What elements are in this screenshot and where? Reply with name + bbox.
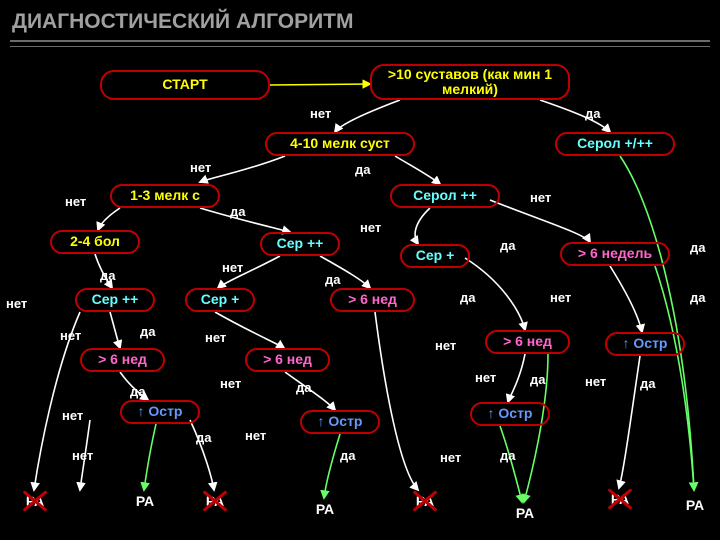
ra-rejected: РА (410, 490, 440, 512)
edge-label: нет (475, 370, 496, 385)
node-q410: 4-10 мелк суст (265, 132, 415, 156)
edge-label: нет (585, 374, 606, 389)
edge-label: да (196, 430, 211, 445)
node-q10: >10 суставов (как мин 1 мелкий) (370, 64, 570, 100)
divider (10, 46, 710, 47)
edge-label: нет (190, 160, 211, 175)
node-ostrR: ↑ Остр (605, 332, 685, 356)
edge-label: нет (6, 296, 27, 311)
edge-label: да (296, 380, 311, 395)
edge-label: да (500, 448, 515, 463)
edge-label: да (140, 324, 155, 339)
edge-label: нет (65, 194, 86, 209)
edge-label: да (500, 238, 515, 253)
node-q24: 2-4 бол (50, 230, 140, 254)
node-serB: Сер ++ (75, 288, 155, 312)
node-w6d: > 6 нед (80, 348, 165, 372)
edge-label: нет (72, 448, 93, 463)
node-serP2: Сер + (185, 288, 255, 312)
node-serolpp: Серол +/++ (555, 132, 675, 156)
edge-label: нет (62, 408, 83, 423)
edge-label: да (530, 372, 545, 387)
edge-label: нет (530, 190, 551, 205)
page-title: ДИАГНОСТИЧЕСКИЙ АЛГОРИТМ (0, 0, 720, 38)
node-serol2: Серол ++ (390, 184, 500, 208)
edge-label: да (690, 240, 705, 255)
edge-label: нет (220, 376, 241, 391)
edge-label: да (100, 268, 115, 283)
edge-label: нет (245, 428, 266, 443)
edge-label: да (340, 448, 355, 463)
node-ostrB: ↑ Остр (300, 410, 380, 434)
edge-label: да (460, 290, 475, 305)
edge-label: да (690, 290, 705, 305)
node-w6c: > 6 нед (485, 330, 570, 354)
edge-label: да (130, 384, 145, 399)
node-w6b: > 6 нед (330, 288, 415, 312)
ra-accepted: РА (310, 498, 340, 520)
node-serP1: Сер + (400, 244, 470, 268)
edge-label: да (640, 376, 655, 391)
node-w6e: > 6 нед (245, 348, 330, 372)
edge-label: да (355, 162, 370, 177)
node-w6a: > 6 недель (560, 242, 670, 266)
divider (10, 40, 710, 42)
ra-accepted: РА (680, 494, 710, 516)
node-q13: 1-3 мелк с (110, 184, 220, 208)
ra-rejected: РА (200, 490, 230, 512)
edge-label: да (325, 272, 340, 287)
ra-accepted: РА (510, 502, 540, 524)
node-ostrA: ↑ Остр (120, 400, 200, 424)
node-serA: Сер ++ (260, 232, 340, 256)
edge-label: нет (60, 328, 81, 343)
node-start: СТАРТ (100, 70, 270, 100)
edge-label: нет (222, 260, 243, 275)
ra-rejected: РА (20, 490, 50, 512)
edge-label: нет (310, 106, 331, 121)
edge-label: нет (440, 450, 461, 465)
edge-label: нет (550, 290, 571, 305)
edge-label: нет (435, 338, 456, 353)
edge-label: нет (205, 330, 226, 345)
edge-label: да (585, 106, 600, 121)
ra-accepted: РА (130, 490, 160, 512)
edge-label: нет (360, 220, 381, 235)
diagram-canvas: СТАРТ >10 суставов (как мин 1 мелкий) Серо… (0, 50, 720, 540)
ra-rejected: РА (605, 488, 635, 510)
edge-label: да (230, 204, 245, 219)
node-ostrC: ↑ Остр (470, 402, 550, 426)
